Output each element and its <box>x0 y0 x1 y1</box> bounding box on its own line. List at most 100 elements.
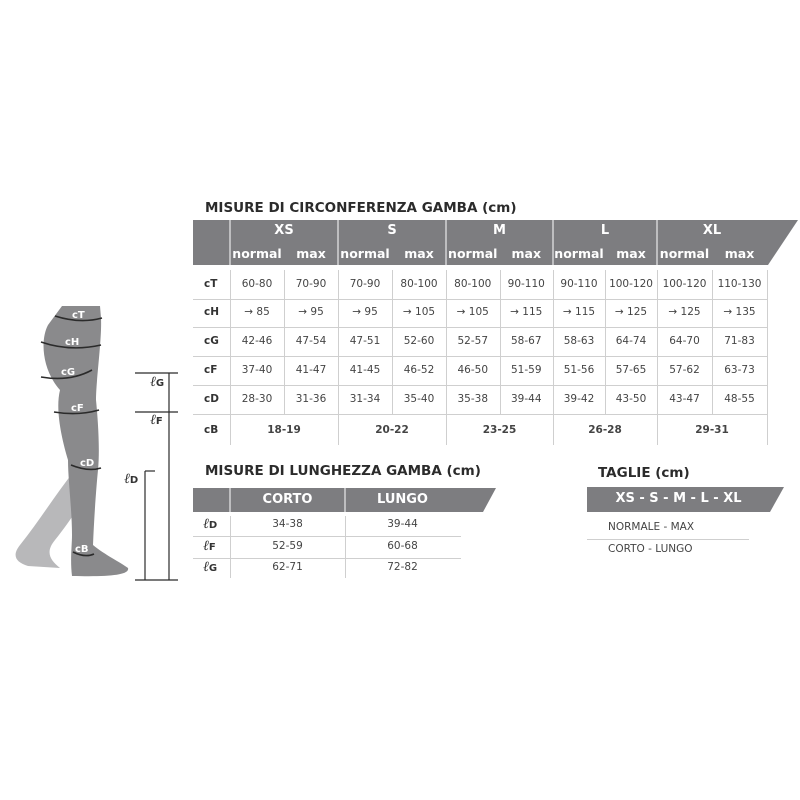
table-cell: 71-83 <box>724 335 755 347</box>
sub-header-normal: normal <box>554 246 604 261</box>
table-cell: 52-60 <box>403 335 435 347</box>
sub-header-max: max <box>404 246 434 261</box>
length-row-label: ℓF <box>203 538 216 554</box>
size-header-4: XL <box>702 223 722 238</box>
table-cell: 90-110 <box>507 278 545 290</box>
table-cell: 64-74 <box>615 335 647 347</box>
sizes-row-corto-lungo: CORTO - LUNGO <box>608 543 693 555</box>
size-header-0: XS <box>274 223 294 238</box>
table-cell: 72-82 <box>387 561 418 573</box>
table-cell: 34-38 <box>272 518 303 530</box>
table-cell: 31-36 <box>295 393 327 405</box>
table-cell: 64-70 <box>669 335 700 347</box>
table-cell-cB: 23-25 <box>482 424 517 436</box>
table-cell: → 105 <box>402 306 436 318</box>
length-label-d: ℓD <box>124 471 139 487</box>
label-cT: cT <box>72 310 85 321</box>
table-cell: 80-100 <box>400 278 438 290</box>
size-header-2: M <box>493 223 506 238</box>
length-header-lungo: LUNGO <box>377 492 428 507</box>
sub-header-normal: normal <box>340 246 390 261</box>
sizes-row-normale-max: NORMALE - MAX <box>608 521 695 533</box>
table-cell: 70-90 <box>349 278 381 290</box>
sizes-header: XS - S - M - L - XL <box>615 491 742 506</box>
table-cell: 51-56 <box>563 364 595 376</box>
row-label: cG <box>204 335 219 347</box>
table-cell: 70-90 <box>295 278 327 290</box>
table-cell: → 125 <box>668 306 701 318</box>
label-cH: cH <box>65 337 79 348</box>
size-header-3: L <box>600 223 610 238</box>
sizes-title: TAGLIE (cm) <box>598 465 690 481</box>
length-header-band <box>193 488 496 512</box>
table-cell-cB: 29-31 <box>695 424 729 436</box>
table-cell: 41-47 <box>295 364 327 376</box>
table-cell: 39-42 <box>563 393 595 405</box>
table-cell: → 115 <box>562 306 596 318</box>
table-cell: 42-46 <box>241 335 273 347</box>
table-cell: 43-50 <box>615 393 647 405</box>
table-cell: 35-40 <box>403 393 435 405</box>
table-cell: 35-38 <box>457 393 488 405</box>
row-label: cD <box>204 393 219 405</box>
label-cF: cF <box>71 403 84 414</box>
table-cell: → 105 <box>456 306 489 318</box>
table-cell: 60-80 <box>241 278 273 290</box>
table-cell: 90-110 <box>560 278 598 290</box>
label-cB: cB <box>75 544 89 555</box>
row-label: cT <box>204 278 218 290</box>
table-cell: → 95 <box>298 306 324 318</box>
table-cell: 47-54 <box>295 335 327 347</box>
table-cell: 31-34 <box>349 393 381 405</box>
row-label: cH <box>204 306 220 318</box>
table-cell: 37-40 <box>241 364 273 376</box>
table-cell: 52-57 <box>457 335 488 347</box>
table-cell: 51-59 <box>510 364 542 376</box>
label-cD: cD <box>80 458 94 469</box>
table-cell: 110-130 <box>717 278 762 290</box>
length-label-f: ℓF <box>150 412 163 428</box>
table-cell: 46-52 <box>403 364 435 376</box>
table-cell: → 95 <box>352 306 378 318</box>
circumference-header-band <box>193 220 798 265</box>
label-cG: cG <box>61 367 75 378</box>
table-cell: 57-65 <box>615 364 647 376</box>
sub-header-max: max <box>616 246 646 261</box>
row-label: cF <box>204 364 218 376</box>
table-cell: 57-62 <box>669 364 700 376</box>
length-title: MISURE DI LUNGHEZZA GAMBA (cm) <box>205 463 481 479</box>
sub-header-normal: normal <box>448 246 498 261</box>
table-cell: 100-120 <box>662 278 707 290</box>
table-cell: → 85 <box>244 306 270 318</box>
table-cell-cB: 26-28 <box>588 424 622 436</box>
table-cell: 100-120 <box>609 278 653 290</box>
table-cell: 52-59 <box>272 540 303 552</box>
table-cell: 48-55 <box>724 393 755 405</box>
leg-diagram: cT cH cG cF cD cB <box>15 306 178 581</box>
table-cell: 58-63 <box>563 335 595 347</box>
table-cell: 39-44 <box>510 393 542 405</box>
table-cell: 80-100 <box>454 278 492 290</box>
table-cell-cB: 20-22 <box>375 424 409 436</box>
table-cell: 41-45 <box>349 364 381 376</box>
table-cell: 58-67 <box>510 335 542 347</box>
table-cell: 63-73 <box>724 364 755 376</box>
sub-header-normal: normal <box>232 246 282 261</box>
circumference-title: MISURE DI CIRCONFERENZA GAMBA (cm) <box>205 200 517 216</box>
table-cell: 62-71 <box>272 561 303 573</box>
table-cell-cB: 18-19 <box>267 424 301 436</box>
length-label-g: ℓG <box>150 374 165 390</box>
sub-header-max: max <box>724 246 755 261</box>
table-cell: → 135 <box>723 306 756 318</box>
front-leg <box>43 306 129 577</box>
sub-header-normal: normal <box>659 246 710 261</box>
sub-header-max: max <box>511 246 542 261</box>
length-row-label: ℓD <box>203 516 218 532</box>
table-cell: → 115 <box>510 306 543 318</box>
length-header-corto: CORTO <box>262 492 313 507</box>
size-header-1: S <box>387 223 397 238</box>
length-row-label: ℓG <box>203 559 218 575</box>
sizes-header-band <box>587 487 784 512</box>
table-cell: → 125 <box>614 306 648 318</box>
sub-header-max: max <box>296 246 326 261</box>
